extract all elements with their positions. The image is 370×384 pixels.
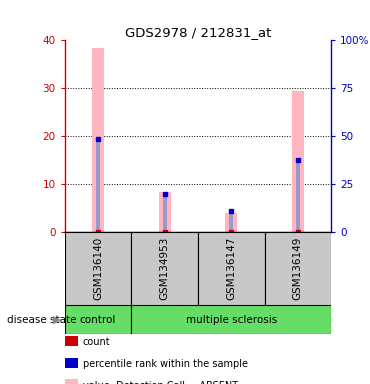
Bar	[229, 211, 233, 232]
Text: value, Detection Call = ABSENT: value, Detection Call = ABSENT	[83, 381, 238, 384]
Text: multiple sclerosis: multiple sclerosis	[186, 314, 277, 325]
Bar	[225, 213, 237, 232]
Bar	[65, 232, 131, 305]
Bar	[92, 48, 104, 232]
Bar	[65, 305, 131, 334]
Text: GSM136140: GSM136140	[93, 237, 103, 300]
Text: ▶: ▶	[53, 314, 61, 325]
Text: count: count	[83, 337, 110, 347]
Title: GDS2978 / 212831_at: GDS2978 / 212831_at	[125, 26, 271, 39]
Text: percentile rank within the sample: percentile rank within the sample	[83, 359, 248, 369]
Bar	[198, 232, 265, 305]
Text: control: control	[80, 314, 116, 325]
Bar	[292, 91, 304, 232]
Text: GSM136147: GSM136147	[226, 237, 236, 301]
Bar	[131, 232, 198, 305]
Bar	[296, 161, 300, 232]
Bar	[96, 139, 100, 232]
Bar	[131, 305, 331, 334]
Bar	[159, 192, 171, 232]
Bar	[163, 194, 167, 232]
Text: GSM134953: GSM134953	[159, 237, 170, 301]
Bar	[265, 232, 331, 305]
Text: GSM136149: GSM136149	[293, 237, 303, 301]
Text: disease state: disease state	[7, 314, 77, 325]
